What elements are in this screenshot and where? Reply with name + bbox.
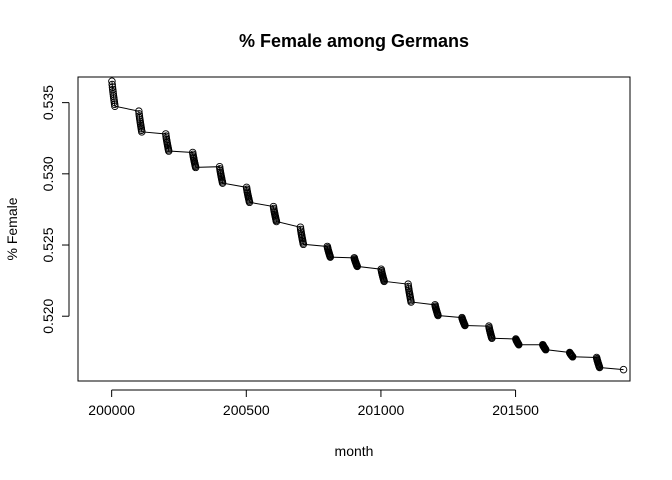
data-point — [488, 334, 496, 343]
data-point — [164, 147, 173, 155]
data-point — [404, 280, 412, 288]
data-point — [111, 102, 119, 110]
data-point — [245, 198, 254, 207]
x-axis-title: month — [335, 443, 374, 459]
data-point — [218, 179, 227, 187]
y-tick-label: 0.530 — [40, 156, 56, 191]
data-point — [434, 311, 442, 320]
data-point — [353, 262, 361, 271]
data-point — [461, 321, 469, 330]
chart-title: % Female among Germans — [239, 31, 469, 51]
data-point — [138, 128, 146, 136]
data-point — [515, 340, 523, 349]
y-tick-label: 0.520 — [40, 298, 56, 333]
data-point — [407, 298, 415, 306]
axes-group: 200000 200500 201000 201500 0.520 0.525 0.530 0… — [40, 85, 539, 418]
series-line — [111, 81, 624, 371]
series-group — [108, 77, 628, 374]
data-point — [162, 130, 170, 138]
data-point — [541, 345, 550, 354]
data-point — [299, 240, 308, 249]
x-tick-label: 201000 — [358, 402, 405, 418]
data-point — [272, 217, 281, 226]
data-point — [568, 353, 577, 361]
data-point — [619, 365, 628, 374]
y-tick-label: 0.535 — [40, 85, 56, 120]
x-tick-label: 200000 — [88, 402, 135, 418]
x-tick-label: 200500 — [223, 402, 270, 418]
data-point — [108, 77, 116, 86]
data-point — [191, 163, 200, 172]
plot-frame — [77, 76, 631, 382]
data-point — [380, 277, 388, 286]
y-tick-label: 0.525 — [40, 227, 56, 262]
data-point — [326, 253, 335, 261]
y-axis-title: % Female — [4, 197, 20, 260]
data-point — [108, 80, 116, 89]
x-tick-label: 201500 — [492, 402, 539, 418]
data-point — [296, 223, 305, 231]
data-point — [595, 363, 604, 372]
